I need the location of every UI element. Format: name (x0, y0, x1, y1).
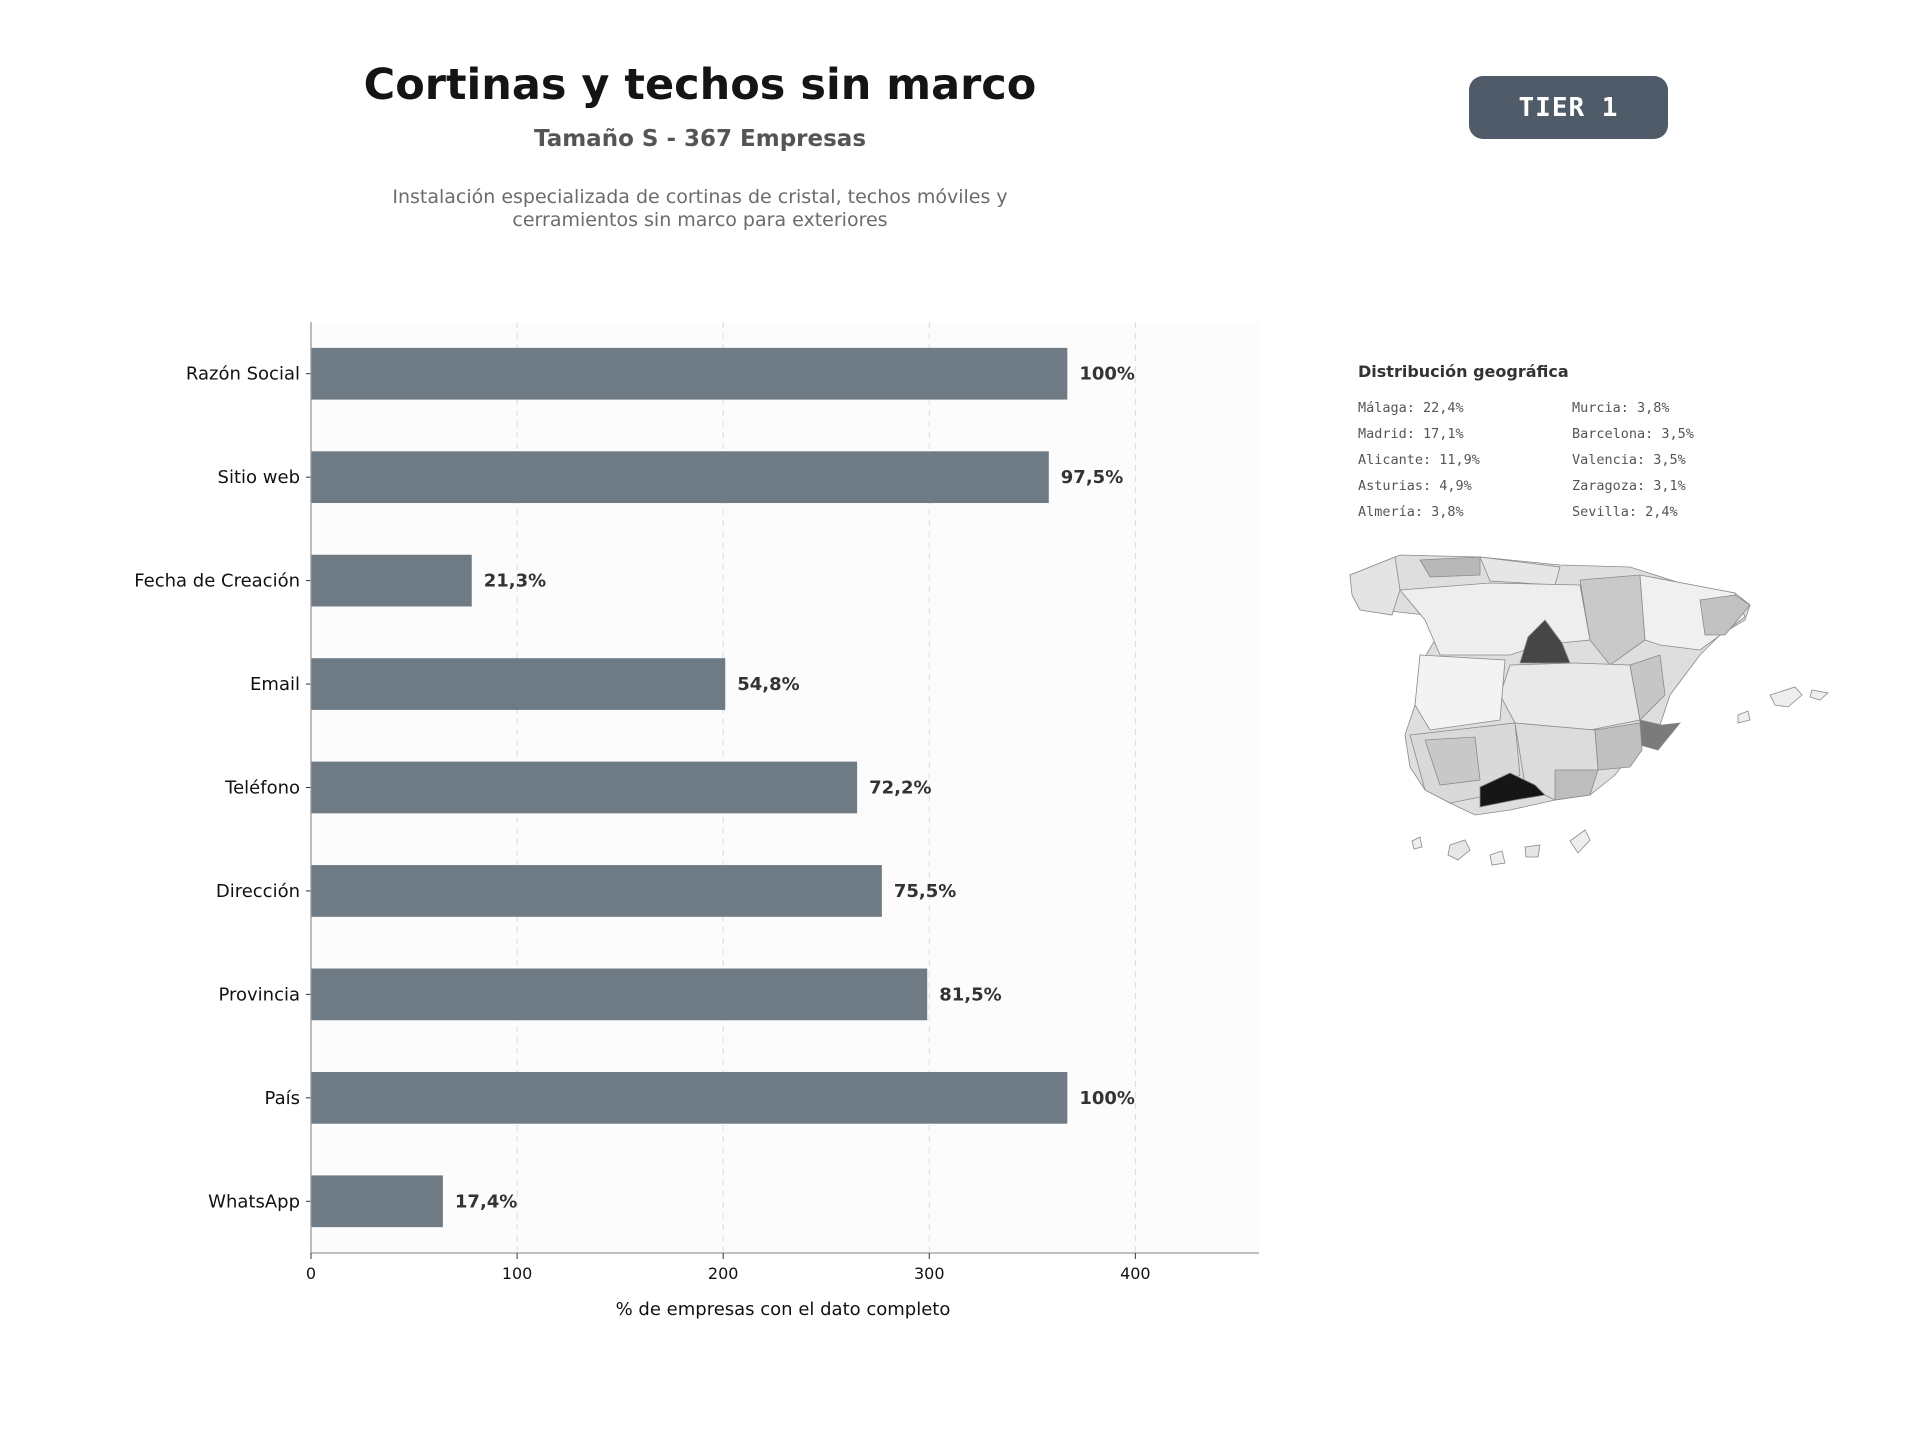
y-tick-label: Teléfono (224, 778, 300, 799)
map-region (1419, 556, 1481, 578)
chart-title: Cortinas y techos sin marco (363, 60, 1037, 110)
bar (311, 658, 726, 710)
geo-panel: Distribución geográfica Málaga: 22,4% Ma… (1340, 350, 1900, 910)
y-tick-label: Sitio web (218, 467, 300, 488)
map-region (1629, 654, 1666, 721)
map-region (1424, 736, 1481, 786)
geo-item: Murcia: 3,8% (1572, 400, 1670, 416)
spain-map (1349, 554, 1829, 866)
data-label: 81,5% (939, 984, 1001, 1005)
x-tick-label: 300 (914, 1264, 945, 1283)
bar (311, 865, 882, 917)
map-region (1479, 772, 1546, 808)
data-label: 72,2% (869, 778, 931, 799)
geo-item: Almería: 3,8% (1358, 504, 1464, 520)
data-label: 17,4% (455, 1191, 517, 1212)
data-label: 100% (1079, 1088, 1135, 1109)
map-region (1699, 594, 1751, 636)
y-tick-label: Fecha de Creación (134, 571, 300, 592)
geo-item: Zaragoza: 3,1% (1572, 478, 1686, 494)
bar (311, 1175, 443, 1228)
bar (311, 968, 928, 1021)
geo-item: Alicante: 11,9% (1358, 452, 1480, 468)
geo-item: Málaga: 22,4% (1358, 400, 1464, 416)
map-region (1594, 722, 1643, 771)
y-tick-label: Dirección (216, 881, 300, 902)
map-region (1569, 829, 1591, 854)
map-region (1524, 844, 1541, 858)
x-tick-label: 200 (708, 1264, 739, 1283)
map-region (1639, 719, 1681, 751)
map-region (1809, 689, 1829, 701)
map-region (1414, 654, 1506, 731)
geo-item: Sevilla: 2,4% (1572, 504, 1678, 520)
y-tick-label: WhatsApp (208, 1191, 300, 1212)
geo-item: Madrid: 17,1% (1358, 426, 1464, 442)
y-tick-label: Razón Social (186, 364, 300, 385)
map-region (1447, 839, 1471, 861)
geo-title: Distribución geográfica (1358, 362, 1569, 381)
y-tick-label: País (265, 1088, 300, 1109)
bar (311, 451, 1049, 504)
data-label: 21,3% (484, 571, 546, 592)
data-label: 54,8% (737, 674, 799, 695)
x-axis-label: % de empresas con el dato completo (616, 1299, 951, 1320)
x-tick-label: 0 (306, 1264, 316, 1283)
map-region (1411, 836, 1423, 850)
map-region (1769, 686, 1803, 708)
bar-chart: Razón Social 100% Sitio web 97,5% Fecha de C… (134, 322, 1259, 1320)
description-line-2: cerramientos sin marco para exteriores (512, 209, 888, 231)
bar (311, 347, 1068, 400)
header: Cortinas y techos sin marco Tamaño S - 3… (0, 0, 1400, 240)
map-region (1499, 662, 1641, 731)
map-region (1737, 710, 1751, 724)
description-line-1: Instalación especializada de cortinas de… (392, 186, 1008, 208)
y-tick-label: Email (250, 674, 300, 695)
geo-item: Valencia: 3,5% (1572, 452, 1686, 468)
geo-item: Barcelona: 3,5% (1572, 426, 1694, 442)
bar (311, 1071, 1068, 1124)
map-region (1489, 850, 1506, 866)
geo-item: Asturias: 4,9% (1358, 478, 1472, 494)
bar (311, 554, 472, 607)
description: Instalación especializada de cortinas de… (0, 186, 1400, 232)
data-label: 100% (1079, 364, 1135, 385)
map-region (1349, 556, 1401, 616)
chart-subtitle: Tamaño S - 367 Empresas (533, 126, 867, 152)
tier-badge: TIER 1 (1469, 76, 1668, 139)
map-region (1554, 769, 1599, 801)
y-tick-label: Provincia (218, 984, 300, 1005)
data-label: 97,5% (1061, 467, 1123, 488)
data-label: 75,5% (894, 881, 956, 902)
bar (311, 761, 858, 814)
x-tick-label: 400 (1120, 1264, 1151, 1283)
x-tick-label: 100 (502, 1264, 533, 1283)
